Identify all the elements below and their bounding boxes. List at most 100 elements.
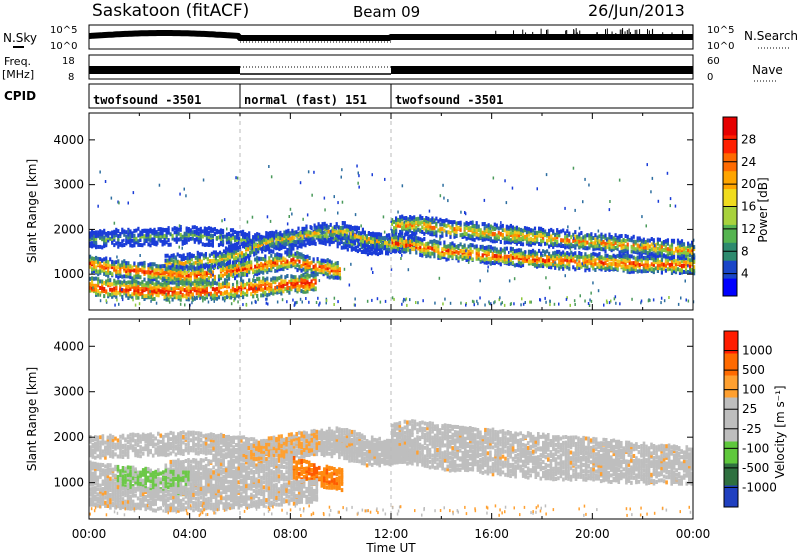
power-cell <box>648 252 651 257</box>
power-cell <box>339 228 342 233</box>
power-cell <box>276 265 279 270</box>
velocity-cell <box>154 447 157 452</box>
power-cell <box>332 275 335 280</box>
power-cell <box>145 238 148 243</box>
power-cell <box>384 236 387 240</box>
power-cell <box>246 292 249 297</box>
power-cell <box>93 283 96 288</box>
power-cell <box>433 248 436 253</box>
power-cell <box>188 255 191 260</box>
power-cell <box>616 246 619 251</box>
power-cell <box>105 279 108 284</box>
power-cell <box>139 238 142 242</box>
power-cell <box>471 234 474 239</box>
power-cell <box>89 285 92 290</box>
power-cell <box>339 237 342 242</box>
power-cell <box>119 280 122 285</box>
velocity-cell <box>172 439 175 444</box>
power-cell <box>212 258 215 263</box>
power-cell <box>687 241 690 246</box>
power-cell <box>336 244 339 249</box>
power-cell <box>236 230 239 235</box>
power-cell <box>271 230 274 235</box>
power-cell <box>538 263 541 268</box>
power-cell <box>556 233 559 237</box>
power-cell <box>399 223 402 228</box>
power-cell <box>265 240 268 245</box>
power-cell <box>588 245 591 250</box>
power-cell <box>89 241 92 246</box>
power-cell <box>192 253 195 258</box>
power-cell <box>515 255 518 260</box>
power-cell <box>411 235 414 240</box>
power-cell <box>177 276 180 281</box>
power-cell <box>286 261 289 266</box>
power-cell <box>407 223 410 228</box>
power-cell <box>425 222 428 226</box>
power-cell <box>606 263 609 268</box>
power-cell <box>600 241 603 245</box>
power-speck <box>495 227 497 231</box>
power-cell <box>183 241 186 245</box>
power-speck <box>652 298 655 302</box>
power-cell <box>622 263 625 268</box>
velocity-cell <box>111 452 115 457</box>
power-cell <box>407 230 410 235</box>
power-cell <box>135 292 138 297</box>
power-speck <box>308 300 310 304</box>
power-cell <box>608 264 611 269</box>
power-cell <box>137 295 140 300</box>
velocity-cell <box>149 439 152 444</box>
power-cell <box>620 239 623 244</box>
power-cell <box>129 283 132 288</box>
power-cell <box>179 236 182 241</box>
power-cell <box>201 295 204 300</box>
power-cell <box>234 260 237 265</box>
power-cell <box>487 251 490 256</box>
velocity-cell <box>136 449 140 454</box>
power-cell <box>236 290 239 295</box>
power-cell <box>586 261 589 266</box>
power-cell <box>676 238 680 243</box>
power-cell <box>271 236 274 241</box>
power-cell <box>125 266 128 271</box>
velocity-cell <box>136 451 140 456</box>
power-cell <box>189 295 192 300</box>
power-speck <box>243 263 246 267</box>
power-cell <box>554 242 557 246</box>
power-cell <box>564 245 567 250</box>
power-cell <box>171 266 174 271</box>
power-cell <box>618 238 621 242</box>
power-cell <box>556 256 559 261</box>
power-cell <box>127 238 130 243</box>
power-cell <box>113 267 116 272</box>
power-speck <box>291 212 293 216</box>
power-speck <box>232 283 234 286</box>
power-cell <box>329 222 332 227</box>
power-cell <box>153 297 156 301</box>
power-cell <box>423 243 426 248</box>
power-cell <box>353 233 356 238</box>
power-cell <box>670 255 674 260</box>
power-cell <box>214 250 217 255</box>
power-cell <box>301 226 304 231</box>
velocity-cell <box>141 432 145 437</box>
power-cell <box>445 244 448 249</box>
power-cell <box>105 256 108 261</box>
power-cell <box>157 234 160 239</box>
power-cell <box>687 270 690 274</box>
power-cell <box>135 228 138 233</box>
power-cell <box>297 226 300 231</box>
power-speck <box>184 303 186 307</box>
power-cell <box>153 282 156 287</box>
power-cell <box>320 264 323 269</box>
power-cell <box>636 261 639 266</box>
power-cell <box>399 218 402 223</box>
power-cell <box>590 261 593 266</box>
power-cell <box>234 263 237 267</box>
power-cell <box>225 269 229 274</box>
power-cell <box>180 257 183 262</box>
power-speck <box>493 301 495 305</box>
power-cell <box>305 237 308 242</box>
power-cell <box>634 247 637 252</box>
